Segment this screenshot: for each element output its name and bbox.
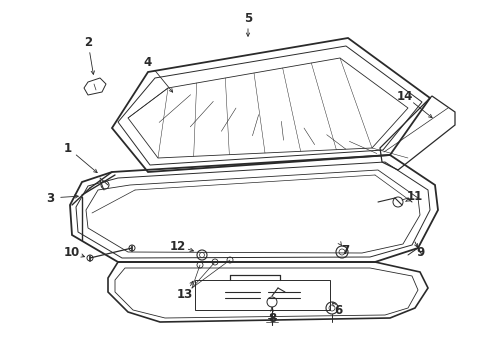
Text: 3: 3: [46, 192, 54, 204]
Text: 2: 2: [84, 36, 92, 49]
Text: 6: 6: [334, 303, 342, 316]
Text: 1: 1: [64, 141, 72, 154]
Text: 10: 10: [64, 246, 80, 258]
Text: 9: 9: [416, 246, 424, 258]
Text: 12: 12: [170, 239, 186, 252]
Text: 11: 11: [407, 189, 423, 202]
Text: 4: 4: [144, 55, 152, 68]
Text: 5: 5: [244, 12, 252, 24]
Text: 8: 8: [268, 311, 276, 324]
Text: 14: 14: [397, 90, 413, 103]
Text: 13: 13: [177, 288, 193, 302]
Text: 7: 7: [341, 243, 349, 256]
